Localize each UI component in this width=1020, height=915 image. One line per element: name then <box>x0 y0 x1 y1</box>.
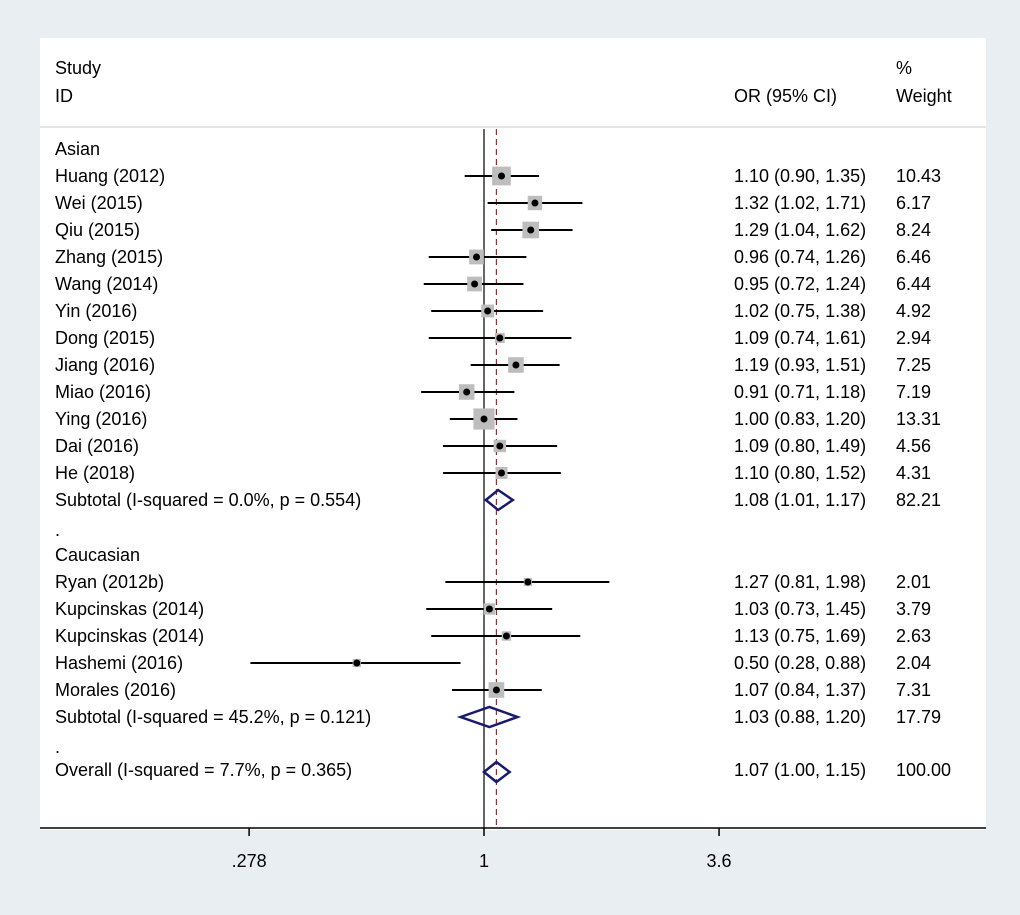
weight-text: 6.46 <box>896 247 931 267</box>
effect-text: 1.10 (0.90, 1.35) <box>734 166 866 186</box>
weight-text: 4.56 <box>896 436 931 456</box>
point-estimate <box>471 280 479 288</box>
study-label: Wei (2015) <box>55 193 143 213</box>
weight-text: 13.31 <box>896 409 941 429</box>
subtotal-label: Subtotal (I-squared = 45.2%, p = 0.121) <box>55 707 371 727</box>
study-label: Dong (2015) <box>55 328 155 348</box>
study-label: Huang (2012) <box>55 166 165 186</box>
weight-text: 6.44 <box>896 274 931 294</box>
x-tick-label: 3.6 <box>707 851 732 871</box>
x-axis: .278 1 3.6 <box>40 827 986 871</box>
point-estimate <box>527 226 535 234</box>
study-label: Dai (2016) <box>55 436 139 456</box>
point-estimate <box>353 659 361 667</box>
overall-label: Overall (I-squared = 7.7%, p = 0.365) <box>55 760 352 780</box>
effect-text: 0.91 (0.71, 1.18) <box>734 382 866 402</box>
point-estimate <box>473 253 481 261</box>
weight-text: 10.43 <box>896 166 941 186</box>
header-study: Study <box>55 58 101 78</box>
point-estimate <box>531 199 539 207</box>
effect-text: 1.09 (0.80, 1.49) <box>734 436 866 456</box>
header-effect: OR (95% CI) <box>734 86 837 106</box>
x-tick-label: 1 <box>479 851 489 871</box>
effect-text: 0.95 (0.72, 1.24) <box>734 274 866 294</box>
study-label: He (2018) <box>55 463 135 483</box>
point-estimate <box>524 578 532 586</box>
weight-text: 7.31 <box>896 680 931 700</box>
subtotal-diamond <box>456 705 522 729</box>
forest-rows: Asian Huang (2012) 1.10 (0.90, 1.35) 10.43 W… <box>55 129 951 828</box>
point-estimate <box>496 442 504 450</box>
study-label: Miao (2016) <box>55 382 151 402</box>
overall-effect-text: 1.07 (1.00, 1.15) <box>734 760 866 780</box>
group-heading: Asian <box>55 139 100 159</box>
study-label: Yin (2016) <box>55 301 137 321</box>
weight-text: 4.92 <box>896 301 931 321</box>
point-estimate <box>502 632 510 640</box>
separator-dot: . <box>55 737 60 757</box>
point-estimate <box>463 388 471 396</box>
weight-text: 7.19 <box>896 382 931 402</box>
effect-text: 1.10 (0.80, 1.52) <box>734 463 866 483</box>
study-label: Qiu (2015) <box>55 220 140 240</box>
effect-text: 1.29 (1.04, 1.62) <box>734 220 866 240</box>
effect-text: 1.32 (1.02, 1.71) <box>734 193 866 213</box>
point-estimate <box>492 686 500 694</box>
study-label: Ying (2016) <box>55 409 147 429</box>
study-label: Morales (2016) <box>55 680 176 700</box>
weight-text: 6.17 <box>896 193 931 213</box>
effect-text: 1.13 (0.75, 1.69) <box>734 626 866 646</box>
study-label: Wang (2014) <box>55 274 158 294</box>
header-id: ID <box>55 86 73 106</box>
point-estimate <box>484 307 492 315</box>
point-estimate <box>512 361 520 369</box>
group-heading: Caucasian <box>55 545 140 565</box>
point-estimate <box>497 172 505 180</box>
effect-text: 1.19 (0.93, 1.51) <box>734 355 866 375</box>
weight-text: 8.24 <box>896 220 931 240</box>
study-label: Zhang (2015) <box>55 247 163 267</box>
effect-text: 1.00 (0.83, 1.20) <box>734 409 866 429</box>
subtotal-weight-text: 82.21 <box>896 490 941 510</box>
weight-text: 2.01 <box>896 572 931 592</box>
effect-text: 0.50 (0.28, 0.88) <box>734 653 866 673</box>
effect-text: 1.07 (0.84, 1.37) <box>734 680 866 700</box>
subtotal-weight-text: 17.79 <box>896 707 941 727</box>
subtotal-effect-text: 1.08 (1.01, 1.17) <box>734 490 866 510</box>
study-label: Kupcinskas (2014) <box>55 599 204 619</box>
weight-text: 4.31 <box>896 463 931 483</box>
point-estimate <box>480 415 488 423</box>
study-label: Ryan (2012b) <box>55 572 164 592</box>
effect-text: 1.09 (0.74, 1.61) <box>734 328 866 348</box>
subtotal-label: Subtotal (I-squared = 0.0%, p = 0.554) <box>55 490 361 510</box>
point-estimate <box>497 469 505 477</box>
header-weight: Weight <box>896 86 952 106</box>
weight-text: 2.04 <box>896 653 931 673</box>
effect-text: 1.02 (0.75, 1.38) <box>734 301 866 321</box>
subtotal-diamond <box>483 488 516 512</box>
study-label: Jiang (2016) <box>55 355 155 375</box>
effect-text: 1.03 (0.73, 1.45) <box>734 599 866 619</box>
effect-text: 1.27 (0.81, 1.98) <box>734 572 866 592</box>
point-estimate <box>496 334 504 342</box>
study-label: Hashemi (2016) <box>55 653 183 673</box>
weight-text: 2.94 <box>896 328 931 348</box>
effect-text: 0.96 (0.74, 1.26) <box>734 247 866 267</box>
point-estimate <box>485 605 493 613</box>
weight-text: 7.25 <box>896 355 931 375</box>
separator-dot: . <box>55 520 60 540</box>
header-percent: % <box>896 58 912 78</box>
overall-weight-text: 100.00 <box>896 760 951 780</box>
plot-panel <box>40 38 986 830</box>
weight-text: 3.79 <box>896 599 931 619</box>
subtotal-effect-text: 1.03 (0.88, 1.20) <box>734 707 866 727</box>
weight-text: 2.63 <box>896 626 931 646</box>
x-tick-label: .278 <box>232 851 267 871</box>
overall-diamond <box>482 760 512 784</box>
study-label: Kupcinskas (2014) <box>55 626 204 646</box>
